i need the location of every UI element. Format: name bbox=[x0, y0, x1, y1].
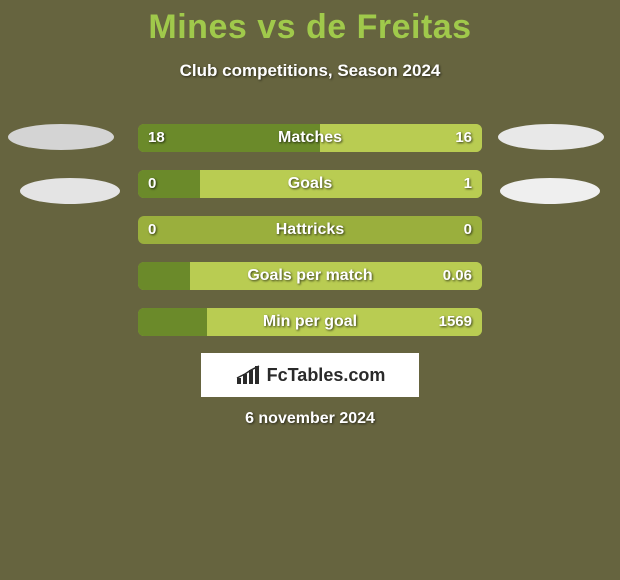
watermark: FcTables.com bbox=[201, 353, 419, 397]
subtitle: Club competitions, Season 2024 bbox=[0, 61, 620, 81]
bar-track bbox=[138, 308, 482, 336]
comparison-row: Hattricks00 bbox=[0, 216, 620, 244]
bar-right-fill bbox=[190, 262, 482, 290]
comparison-row: Goals per match0.06 bbox=[0, 262, 620, 290]
bar-right-fill bbox=[320, 124, 482, 152]
bar-left-fill bbox=[138, 262, 190, 290]
bar-track bbox=[138, 262, 482, 290]
bar-track bbox=[138, 170, 482, 198]
bar-track bbox=[138, 124, 482, 152]
bar-left-fill bbox=[138, 308, 207, 336]
decorative-ellipse bbox=[500, 178, 600, 204]
bar-right-fill bbox=[200, 170, 482, 198]
bar-left-fill bbox=[138, 170, 200, 198]
decorative-ellipse bbox=[498, 124, 604, 150]
date-text: 6 november 2024 bbox=[0, 410, 620, 428]
bar-right-fill bbox=[207, 308, 482, 336]
comparison-rows: Matches1816Goals01Hattricks00Goals per m… bbox=[0, 124, 620, 354]
bar-left-fill bbox=[138, 124, 320, 152]
bar-track bbox=[138, 216, 482, 244]
comparison-row: Min per goal1569 bbox=[0, 308, 620, 336]
barchart-icon bbox=[235, 364, 261, 386]
decorative-ellipse bbox=[20, 178, 120, 204]
watermark-text: FcTables.com bbox=[267, 365, 386, 386]
page-title: Mines vs de Freitas bbox=[0, 0, 620, 47]
decorative-ellipse bbox=[8, 124, 114, 150]
